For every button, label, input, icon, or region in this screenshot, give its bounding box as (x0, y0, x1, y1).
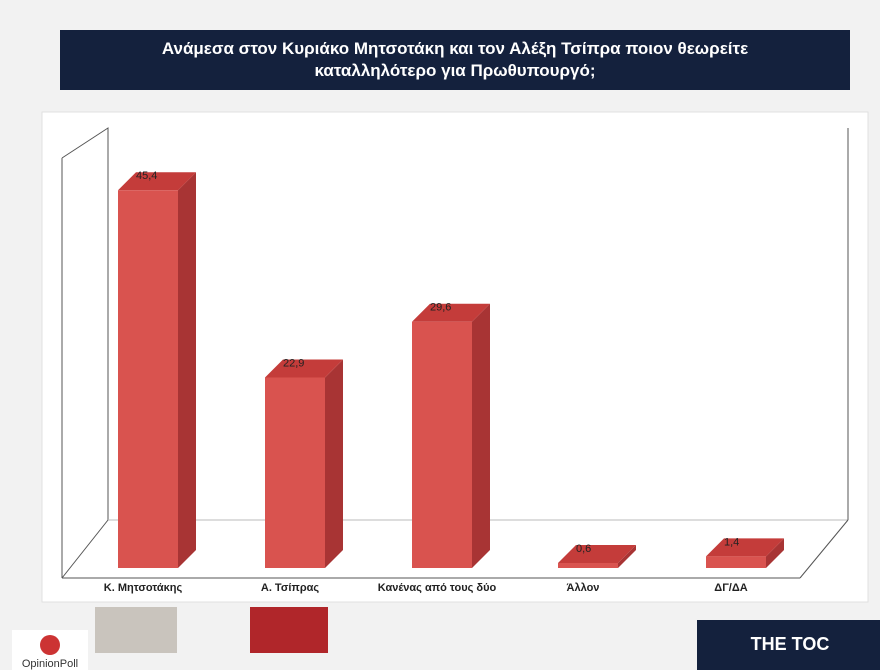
bar (118, 190, 178, 568)
x-tick-label: Κανένας από τους δύο (378, 582, 497, 594)
x-tick-label: Κ. Μητσοτάκης (104, 582, 183, 594)
data-label: 22,9 (283, 357, 304, 369)
bar (265, 377, 325, 568)
logo-right: THE TOC (751, 634, 830, 654)
bar-top (558, 545, 636, 564)
logo-left-icon (40, 635, 60, 655)
back-left-wall (61, 127, 109, 520)
data-label: 1,4 (724, 536, 739, 548)
bar (412, 321, 472, 568)
photo-right (250, 607, 328, 653)
bar-top (118, 172, 196, 191)
x-tick-label: Α. Τσίπρας (261, 582, 320, 594)
chart-title: Ανάμεσα στον Κυριάκο Μητσοτάκη και τον Α… (161, 39, 749, 80)
bar (706, 556, 766, 568)
bar-side (178, 172, 196, 568)
bar-side (618, 545, 636, 568)
bar (558, 563, 618, 568)
title-box (60, 30, 850, 90)
x-tick-label: ΔΓ/ΔΑ (714, 582, 747, 594)
photo-left (95, 607, 177, 653)
floor-right (799, 519, 849, 579)
data-label: 29,6 (430, 302, 451, 314)
bar-top (412, 303, 490, 322)
bar-side (472, 303, 490, 568)
data-label: 0,6 (576, 543, 591, 555)
logo-right-box (697, 620, 880, 670)
bar-side (766, 538, 784, 568)
bar-side (325, 359, 343, 568)
logo-left: OpinionPoll (22, 658, 78, 670)
bar-top (706, 538, 784, 557)
title-wrap: Ανάμεσα στον Κυριάκο Μητσοτάκη και τον Α… (161, 39, 749, 80)
floor-left (61, 519, 109, 579)
bar-top (265, 359, 343, 378)
x-tick-label: Άλλον (567, 582, 600, 594)
data-label: 45,4 (136, 170, 157, 182)
